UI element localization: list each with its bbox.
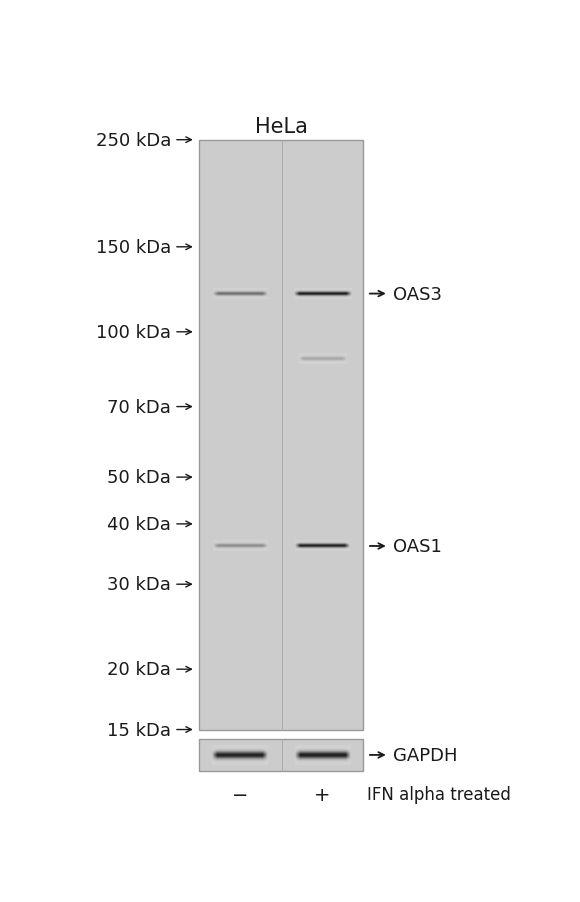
Text: 50 kDa: 50 kDa	[107, 469, 171, 486]
Text: 70 kDa: 70 kDa	[107, 398, 171, 416]
Bar	[199, 141, 363, 730]
Text: 100 kDa: 100 kDa	[96, 324, 171, 342]
Text: HeLa: HeLa	[255, 116, 307, 137]
Text: 30 kDa: 30 kDa	[107, 575, 171, 594]
Text: 250 kDa: 250 kDa	[96, 132, 171, 150]
Text: 40 kDa: 40 kDa	[107, 515, 171, 533]
Text: OAS3: OAS3	[393, 285, 441, 303]
Text: 15 kDa: 15 kDa	[107, 721, 171, 739]
Text: 20 kDa: 20 kDa	[107, 660, 171, 678]
Text: www.ptglab.com: www.ptglab.com	[249, 372, 264, 499]
Text: +: +	[314, 785, 331, 804]
Bar	[199, 739, 363, 771]
Text: 150 kDa: 150 kDa	[96, 238, 171, 256]
Text: IFN alpha treated: IFN alpha treated	[367, 786, 511, 804]
Text: GAPDH: GAPDH	[393, 746, 457, 764]
Text: OAS1: OAS1	[393, 538, 441, 556]
Text: −: −	[232, 785, 248, 804]
